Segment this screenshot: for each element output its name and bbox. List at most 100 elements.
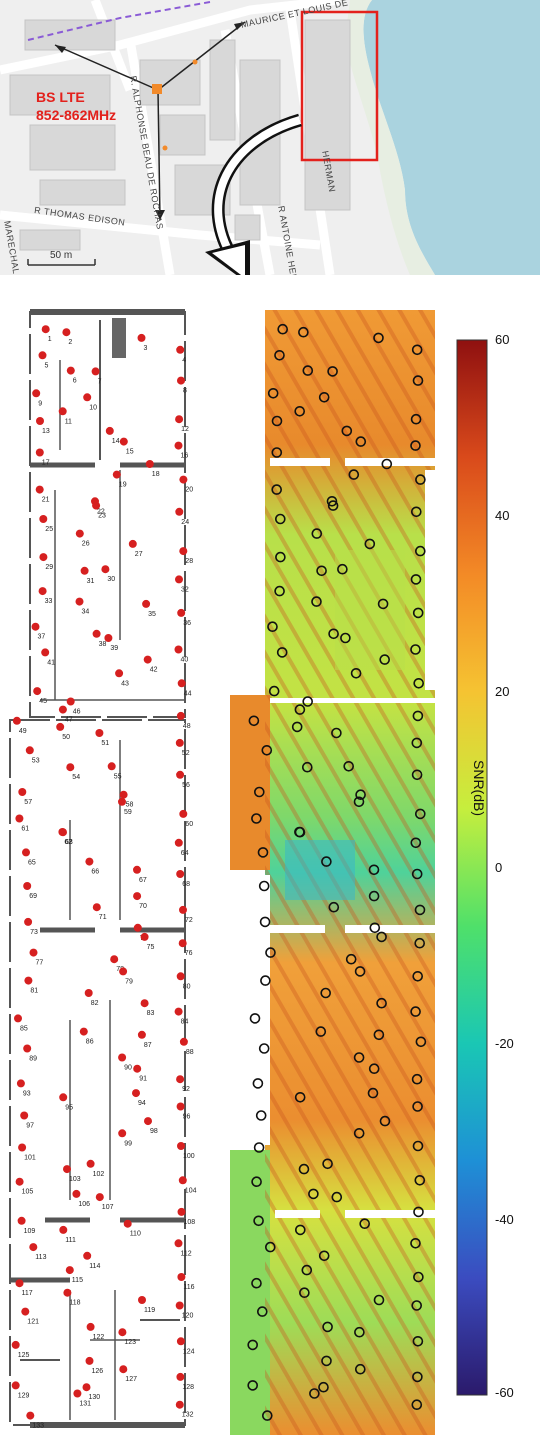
measurement-point-label: 93 — [23, 1090, 31, 1097]
measurement-point-label: 116 — [183, 1284, 194, 1291]
measurement-point-label: 44 — [184, 690, 192, 697]
measurement-point-label: 126 — [92, 1368, 104, 1375]
measurement-point — [15, 1177, 24, 1186]
measurement-point-label: 25 — [45, 526, 53, 533]
colorbar-gradient — [456, 339, 488, 1396]
measurement-point — [92, 501, 101, 510]
heatmap-measurement-marker — [309, 1388, 320, 1399]
measurement-point-label: 16 — [181, 453, 189, 460]
heatmap-measurement-marker — [373, 1294, 385, 1306]
measurement-point-label: 13 — [42, 428, 50, 435]
measurement-point — [115, 669, 124, 678]
measurement-point — [179, 547, 188, 556]
measurement-point — [95, 1193, 104, 1202]
measurement-point — [178, 939, 187, 948]
heatmap-measurement-marker — [411, 769, 423, 781]
colorbar-tick: -20 — [495, 1036, 514, 1051]
heatmap-measurement-marker — [368, 890, 380, 902]
heatmap-measurement-marker — [247, 1380, 259, 1391]
heatmap-measurement-marker — [353, 796, 365, 808]
heatmap-measurement-marker — [411, 1073, 423, 1085]
heatmap-measurement-marker — [321, 856, 332, 867]
measurement-point — [123, 1219, 132, 1228]
measurement-point — [118, 1328, 127, 1337]
measurement-point-label: 11 — [65, 418, 72, 425]
heatmap-measurement-marker — [337, 563, 348, 575]
measurement-point-label: 36 — [183, 620, 191, 627]
measurement-point — [21, 1307, 30, 1316]
measurement-point-label: 95 — [65, 1104, 73, 1111]
measurement-point-label: 5 — [45, 362, 49, 369]
measurement-point-label: 105 — [22, 1189, 34, 1196]
heatmap-measurement-marker — [411, 344, 423, 356]
measurement-point — [29, 1243, 38, 1252]
measurement-point-label: 87 — [144, 1042, 152, 1049]
measurement-point-label: 102 — [93, 1171, 105, 1178]
measurement-point-label: 57 — [24, 799, 32, 806]
heatmap-measurement-marker — [251, 1176, 262, 1188]
measurement-point — [138, 1296, 146, 1304]
heatmap-measurement-marker — [359, 1218, 370, 1230]
measurement-point — [18, 788, 27, 796]
heatmap-measurement-marker — [345, 953, 357, 965]
measurement-point — [176, 870, 185, 878]
measurement-point — [175, 507, 184, 516]
heatmap-measurement-marker — [259, 916, 271, 928]
measurement-point — [104, 634, 113, 642]
measurement-point-label: 23 — [98, 513, 106, 520]
heatmap-measurement-marker — [328, 628, 339, 640]
scale-label: 50 m — [50, 250, 73, 261]
measurement-point-label: 66 — [91, 869, 99, 876]
measurement-point — [59, 1225, 68, 1234]
heatmap-measurement-marker — [412, 1140, 424, 1152]
measurement-point-label: 84 — [181, 1019, 189, 1026]
measurement-point-label: 133 — [32, 1423, 44, 1430]
measurement-point — [31, 622, 40, 631]
measurement-point — [137, 333, 146, 342]
heatmap-measurement-marker — [411, 506, 422, 518]
heatmap-measurement-marker — [294, 704, 306, 715]
measurement-point-label: 64 — [181, 850, 189, 857]
measurement-point-label: 107 — [102, 1204, 114, 1211]
measurement-point-label: 123 — [124, 1339, 136, 1346]
measurement-point — [179, 1037, 188, 1046]
measurement-point-label: 55 — [114, 773, 122, 780]
heatmap-measurement-marker — [364, 538, 376, 550]
measurement-point — [176, 1337, 185, 1346]
measurement-point-label: 6 — [73, 378, 77, 385]
measurement-point — [32, 389, 41, 398]
heatmap-measurement-marker — [369, 922, 381, 934]
measurement-point — [133, 865, 141, 874]
heatmap-measurement-marker — [311, 528, 323, 539]
heatmap-measurement-marker — [295, 1224, 306, 1236]
heatmap-measurement-marker — [267, 388, 279, 399]
measurement-point-label: 121 — [27, 1319, 39, 1326]
heatmap-measurement-marker — [411, 1399, 423, 1410]
measurement-point-label: 46 — [73, 709, 81, 716]
heatmap-measurement-marker — [277, 323, 289, 335]
heatmap-measurement-marker — [260, 975, 271, 986]
heatmap-measurement-marker — [253, 1215, 264, 1227]
measurement-point — [176, 1372, 185, 1381]
measurement-point-label: 37 — [38, 634, 46, 641]
measurement-point — [174, 1239, 183, 1248]
heatmap-measurement-marker — [413, 1271, 424, 1283]
measurement-point-label: 130 — [89, 1394, 101, 1401]
measurement-point-label: 18 — [152, 471, 160, 478]
measurement-point-label: 48 — [183, 723, 191, 730]
measurement-point — [62, 328, 71, 337]
measurement-point-label: 53 — [32, 757, 40, 764]
measurement-point-label: 124 — [183, 1348, 195, 1355]
measurement-point-label: 45 — [39, 698, 47, 705]
measurement-point-label: 92 — [182, 1086, 190, 1093]
heatmap-measurement-marker — [381, 458, 393, 470]
measurement-point — [86, 1322, 95, 1331]
measurement-point — [174, 1007, 183, 1016]
measurement-point — [25, 746, 34, 755]
measurement-point — [143, 655, 152, 664]
heatmap-measurement-marker — [298, 326, 309, 338]
measurement-point-label: 15 — [126, 449, 134, 456]
measurement-point — [105, 426, 114, 435]
measurement-point — [39, 553, 48, 562]
